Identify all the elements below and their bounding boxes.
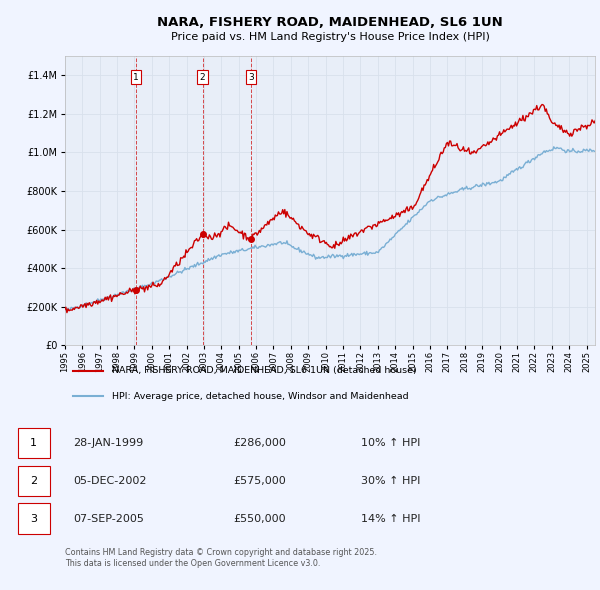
Text: 2: 2 xyxy=(30,476,37,486)
Text: 30% ↑ HPI: 30% ↑ HPI xyxy=(361,476,421,486)
Text: NARA, FISHERY ROAD, MAIDENHEAD, SL6 1UN (detached house): NARA, FISHERY ROAD, MAIDENHEAD, SL6 1UN … xyxy=(112,366,416,375)
Text: NARA, FISHERY ROAD, MAIDENHEAD, SL6 1UN: NARA, FISHERY ROAD, MAIDENHEAD, SL6 1UN xyxy=(157,16,503,29)
Text: 28-JAN-1999: 28-JAN-1999 xyxy=(73,438,143,448)
Text: 2: 2 xyxy=(200,73,205,82)
FancyBboxPatch shape xyxy=(18,466,50,496)
Text: 1: 1 xyxy=(30,438,37,448)
Text: 05-DEC-2002: 05-DEC-2002 xyxy=(73,476,146,486)
Text: £575,000: £575,000 xyxy=(233,476,286,486)
FancyBboxPatch shape xyxy=(18,428,50,458)
Text: HPI: Average price, detached house, Windsor and Maidenhead: HPI: Average price, detached house, Wind… xyxy=(112,392,409,401)
Text: £550,000: £550,000 xyxy=(233,514,286,523)
FancyBboxPatch shape xyxy=(18,503,50,534)
Text: 14% ↑ HPI: 14% ↑ HPI xyxy=(361,514,421,523)
Text: £286,000: £286,000 xyxy=(233,438,286,448)
Text: Price paid vs. HM Land Registry's House Price Index (HPI): Price paid vs. HM Land Registry's House … xyxy=(170,32,490,41)
Text: 3: 3 xyxy=(30,514,37,523)
Text: 07-SEP-2005: 07-SEP-2005 xyxy=(73,514,144,523)
Text: 3: 3 xyxy=(248,73,254,82)
Text: Contains HM Land Registry data © Crown copyright and database right 2025.
This d: Contains HM Land Registry data © Crown c… xyxy=(65,548,377,568)
Text: 10% ↑ HPI: 10% ↑ HPI xyxy=(361,438,421,448)
Text: 1: 1 xyxy=(133,73,139,82)
